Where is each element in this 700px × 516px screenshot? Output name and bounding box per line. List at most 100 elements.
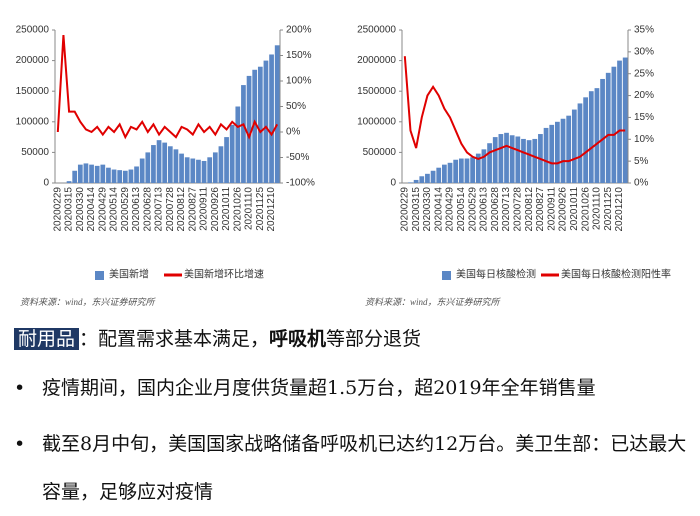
bar [595,88,600,183]
bar [504,133,509,183]
legend-label: 美国新增环比增速 [184,268,264,281]
bar [129,170,134,183]
x-tick-label: 20201125 [255,187,266,231]
y-tick-label: 150000 [16,86,50,97]
x-tick-label: 20200728 [165,187,176,232]
y2-tick-label: 25% [634,68,654,79]
x-tick-label: 20200613 [131,187,142,232]
y2-tick-label: 200% [286,25,312,36]
bar [140,159,145,183]
x-tick-label: 20200229 [52,187,63,232]
bar [532,139,537,183]
x-tick-label: 20200514 [456,187,467,232]
x-tick-label: 20200713 [501,187,512,232]
bar [527,140,532,183]
bar [224,137,229,183]
source: 资料来源：wind，东兴证券研究所 [20,297,157,307]
x-tick-label: 20201210 [266,187,277,232]
bar [95,166,100,183]
bar [617,61,622,183]
y-tick-label: 2500000 [357,25,396,36]
y2-tick-label: -100% [286,178,315,189]
x-tick-label: 20200229 [399,187,410,232]
bar [269,54,274,183]
legend-swatch [95,271,104,280]
y2-tick-label: 20% [634,90,654,101]
x-tick-label: 20200827 [187,187,198,232]
legend-label: 美国每日核酸检测 [456,268,536,281]
y-tick-label: 0 [43,178,49,189]
legend-label: 美国每日核酸检测阳性率 [561,268,671,281]
bar [459,159,464,183]
bar [544,128,549,183]
bar [470,157,475,183]
y2-tick-label: 100% [286,76,312,87]
y2-tick-label: 0% [286,127,301,138]
y2-tick-label: 50% [286,101,306,112]
bold: 呼吸机 [269,328,326,350]
bar [408,182,413,183]
bar [72,171,77,183]
bar [425,174,430,183]
x-tick-label: 20201110 [244,187,255,230]
bar [89,165,94,183]
bar [179,154,184,183]
bar [117,170,122,183]
bar [241,85,246,183]
bar [264,61,269,183]
bar [168,146,173,183]
bar [134,166,139,183]
lead: ：配置需求基本满足， [79,328,269,350]
bar [448,163,453,183]
bar [100,165,105,183]
y2-tick-label: 150% [286,50,312,61]
y2-tick-label: 10% [634,134,654,145]
x-tick-label: 20201011 [221,187,232,231]
x-tick-label: 20201026 [232,187,243,232]
bar [561,119,566,183]
bar [106,168,111,183]
bar [487,143,492,183]
x-tick-label: 20201210 [614,187,625,232]
bar [453,160,458,183]
bar [583,97,588,183]
body: 耐用品：配置需求基本满足，呼吸机等部分退货 疫情期间，国内企业月度供货量超1.5… [14,322,694,516]
bar [230,125,235,183]
bar [145,152,150,183]
tail: 等部分退货 [326,328,421,350]
chart-tests: 050000010000001500000200000025000000%5%1… [345,0,700,315]
bar [431,171,436,183]
bar [112,170,117,183]
x-tick-label: 20200926 [558,187,569,232]
bar [589,91,594,183]
x-tick-label: 20200628 [142,187,153,232]
bar [247,76,252,183]
x-tick-label: 20200514 [109,187,120,232]
bar [436,168,441,183]
bar [190,159,195,183]
bar [510,135,515,183]
x-tick-label: 20200628 [490,187,501,232]
bullet: 疫情期间，国内企业月度供货量超1.5万台，超2019年全年销售量 [14,364,694,412]
bar [600,79,605,183]
bar [202,161,207,183]
y2-tick-label: 5% [634,156,649,167]
tag: 耐用品 [14,328,79,350]
y2-tick-label: -50% [286,152,309,163]
bar [612,67,617,183]
bar [162,143,167,183]
bar [414,180,419,183]
bar [555,122,560,183]
y-tick-label: 500000 [363,147,397,158]
bar [258,67,263,183]
y-tick-label: 50000 [21,147,49,158]
bar [151,145,156,183]
bar [493,137,498,183]
bar [566,116,571,183]
x-tick-label: 20200529 [467,187,478,232]
bar [196,160,201,183]
y2-tick-label: 35% [634,25,654,36]
x-tick-label: 20200713 [154,187,165,232]
bar [78,165,83,183]
